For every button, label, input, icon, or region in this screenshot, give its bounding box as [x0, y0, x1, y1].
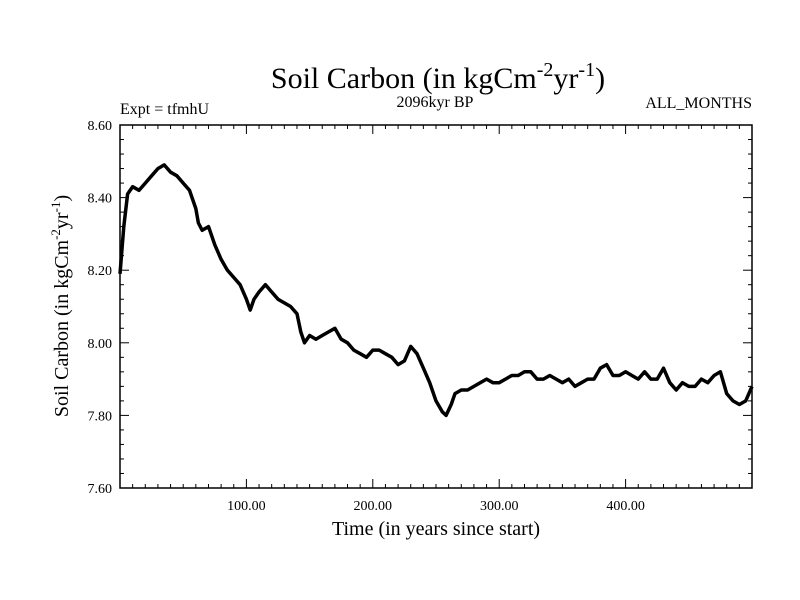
y-tick-label: 8.60 — [88, 119, 113, 134]
period-label: 2096kyr BP — [397, 94, 474, 111]
x-tick-label: 300.00 — [480, 499, 519, 514]
x-tick-label: 100.00 — [227, 499, 266, 514]
x-tick-label: 400.00 — [606, 499, 645, 514]
chart-title: Soil Carbon (in kgCm-2yr-1) — [271, 59, 605, 95]
y-tick-labels: 7.60 7.80 8.00 8.20 8.40 8.60 — [88, 119, 113, 497]
months-label: ALL_MONTHS — [645, 95, 752, 112]
series-line — [118, 163, 754, 418]
y-tick-label: 7.80 — [88, 409, 113, 424]
x-tick-labels: 100.00 200.00 300.00 400.00 — [227, 499, 645, 514]
axis-ticks — [120, 125, 752, 488]
y-axis-label: Soil Carbon (in kgCm-2yr-1) — [48, 195, 73, 417]
experiment-label: Expt = tfmhU — [120, 101, 209, 118]
x-axis-label: Time (in years since start) — [332, 518, 540, 540]
y-tick-label: 8.40 — [88, 192, 113, 207]
y-tick-label: 8.00 — [88, 337, 113, 352]
y-tick-label: 7.60 — [88, 482, 113, 497]
y-tick-label: 8.20 — [88, 264, 113, 279]
series-group — [118, 163, 754, 418]
x-tick-label: 200.00 — [354, 499, 393, 514]
